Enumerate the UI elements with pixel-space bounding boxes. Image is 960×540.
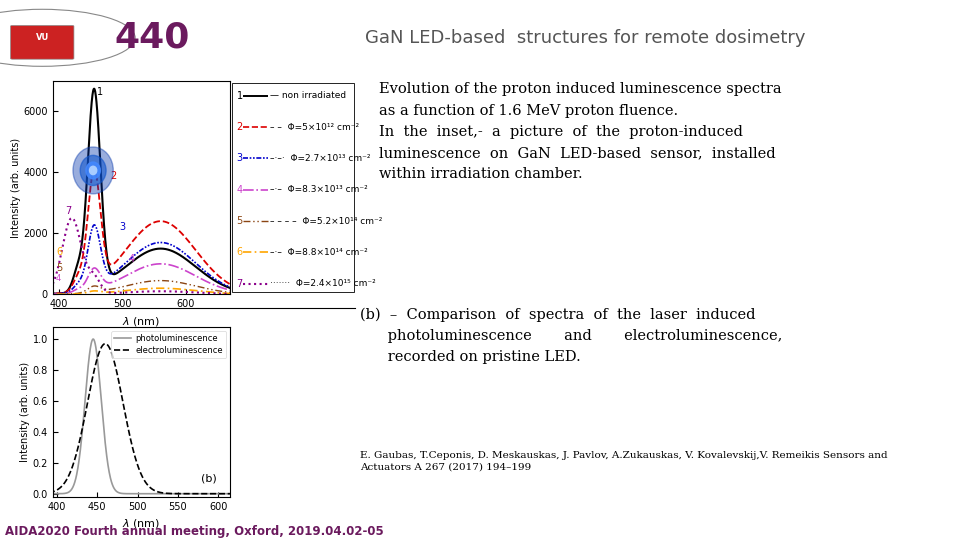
Circle shape: [73, 147, 113, 194]
electroluminescence: [43, 490, 55, 496]
FancyBboxPatch shape: [11, 25, 74, 59]
Text: –·–  Φ=8.8×10¹⁴ cm⁻²: –·– Φ=8.8×10¹⁴ cm⁻²: [271, 248, 368, 257]
Text: – – – –  Φ=5.2×10¹⁴ cm⁻²: – – – – Φ=5.2×10¹⁴ cm⁻²: [271, 217, 383, 226]
photoluminescence: [43, 490, 55, 497]
Line: photoluminescence: photoluminescence: [49, 339, 234, 494]
Text: –·–  Φ=8.3×10¹³ cm⁻²: –·– Φ=8.3×10¹³ cm⁻²: [271, 185, 368, 194]
photoluminescence: [76, 435, 87, 441]
Circle shape: [81, 156, 106, 186]
Text: 2: 2: [109, 171, 116, 180]
photoluminescence: [183, 490, 195, 497]
Text: – –  Φ=5×10¹² cm⁻²: – – Φ=5×10¹² cm⁻²: [271, 123, 359, 132]
Y-axis label: Intensity (arb. units): Intensity (arb. units): [20, 362, 30, 462]
Text: AIDA2020 Fourth annual meeting, Oxford, 2019.04.02-05: AIDA2020 Fourth annual meeting, Oxford, …: [5, 524, 384, 538]
Text: — non irradiated: — non irradiated: [271, 91, 347, 100]
photoluminescence: [128, 490, 139, 497]
Text: Evolution of the proton induced luminescence spectra
as a function of 1.6 MeV pr: Evolution of the proton induced luminesc…: [379, 83, 781, 181]
Text: (b)  –  Comparison  of  spectra  of  the  laser  induced
      photoluminescence: (b) – Comparison of spectra of the laser…: [360, 308, 782, 364]
photoluminescence: [228, 490, 240, 497]
electroluminescence: [183, 490, 195, 497]
X-axis label: $\lambda$ (nm): $\lambda$ (nm): [123, 315, 160, 328]
Text: 7: 7: [236, 279, 243, 289]
Text: 3: 3: [119, 222, 126, 232]
Text: 6: 6: [236, 247, 243, 258]
Text: VU: VU: [36, 33, 49, 42]
Text: 2: 2: [236, 122, 243, 132]
photoluminescence: [167, 490, 179, 497]
Text: 4: 4: [236, 185, 243, 195]
electroluminescence: [100, 341, 111, 347]
Text: 4: 4: [129, 254, 135, 264]
Text: 7: 7: [65, 206, 72, 215]
Y-axis label: Intensity (arb. units): Intensity (arb. units): [11, 138, 20, 238]
photoluminescence: [153, 490, 164, 497]
X-axis label: $\lambda$ (nm): $\lambda$ (nm): [123, 517, 160, 530]
Circle shape: [89, 166, 97, 174]
Line: electroluminescence: electroluminescence: [49, 344, 234, 494]
Text: 6: 6: [56, 247, 62, 256]
Text: ·······  Φ=2.4×10¹⁵ cm⁻²: ······· Φ=2.4×10¹⁵ cm⁻²: [271, 279, 376, 288]
Text: 5: 5: [236, 216, 243, 226]
electroluminescence: [76, 429, 87, 435]
Text: GaN LED-based  structures for remote dosimetry: GaN LED-based structures for remote dosi…: [366, 29, 805, 47]
electroluminescence: [128, 447, 139, 453]
Circle shape: [86, 162, 101, 179]
Text: (b): (b): [202, 473, 217, 483]
Text: 440: 440: [114, 21, 190, 55]
Text: –·–·  Φ=2.7×10¹³ cm⁻²: –·–· Φ=2.7×10¹³ cm⁻²: [271, 154, 371, 163]
Text: 1: 1: [97, 87, 104, 97]
Text: 4: 4: [56, 274, 61, 282]
photoluminescence: [91, 351, 103, 357]
Text: 5: 5: [56, 264, 62, 273]
photoluminescence: [87, 336, 99, 342]
Legend: photoluminescence, electroluminescence: photoluminescence, electroluminescence: [111, 331, 227, 358]
electroluminescence: [91, 357, 103, 364]
electroluminescence: [167, 490, 179, 497]
electroluminescence: [228, 490, 240, 497]
electroluminescence: [153, 489, 164, 495]
Text: 3: 3: [236, 153, 243, 164]
Text: 1: 1: [236, 91, 243, 101]
Text: E. Gaubas, T.Ceponis, D. Meskauskas, J. Pavlov, A.Zukauskas, V. Kovalevskij,V. R: E. Gaubas, T.Ceponis, D. Meskauskas, J. …: [360, 451, 888, 471]
